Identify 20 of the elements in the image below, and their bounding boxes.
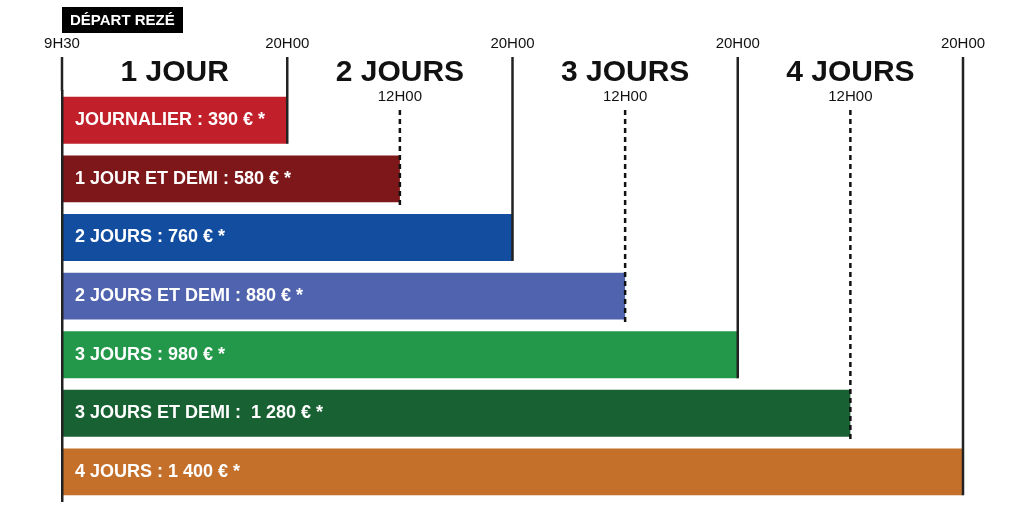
ref-line-label: 20H00 [940,34,986,52]
y-tick-label: JOURNALIER : 390 € * [75,109,266,130]
text: 9H30 [44,34,80,52]
annotation: 1 JOUR [120,54,230,88]
y-tick-label: 4 JOURS : 1 400 € * [75,460,241,481]
y-tick-label: 2 JOURS ET DEMI : 880 € * [75,285,304,306]
ref-line-label: 20H00 [715,34,760,52]
annotation: 4 JOURS [786,54,915,88]
annotation: 2 JOURS [335,54,465,88]
y-tick-label: 3 JOURS : 980 € * [75,343,226,364]
ref-line-label: 20H00 [265,34,310,52]
y-tick-label: 1 JOUR ET DEMI : 580 € * [75,167,292,188]
ref-line-label: 12H00 [603,87,648,105]
ref-line-label: 20H00 [490,34,535,52]
annotation: 3 JOURS [560,54,690,88]
ref-line-label: 12H00 [377,87,422,105]
y-tick-label: 2 JOURS : 760 € * [75,226,226,247]
chart-title: DÉPART REZÉ [62,7,183,33]
ref-line-label: 12H00 [828,87,873,105]
y-tick-label: 3 JOURS ET DEMI : 1 280 € * [75,402,324,423]
